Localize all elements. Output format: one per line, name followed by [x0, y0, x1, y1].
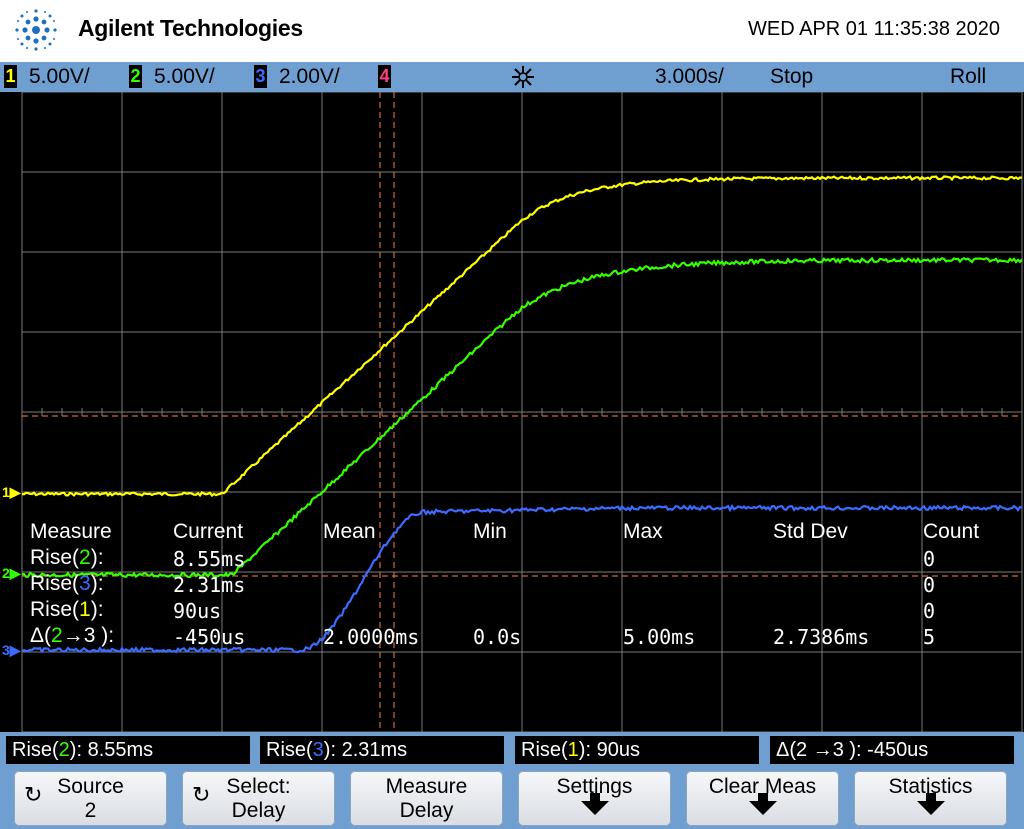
select-softkey[interactable]: ↻ Select: Delay — [182, 771, 335, 826]
measure-delay-softkey[interactable]: Measure Delay — [350, 771, 503, 826]
timebase-value: 3.000s/ — [655, 65, 724, 88]
readout-rise-ch2[interactable]: Rise(2): 8.55ms — [6, 736, 250, 764]
meas-cell-min: 0.0s — [473, 625, 522, 649]
ch3-scale: 2.00V/ — [279, 65, 340, 88]
meas-cell-max: 5.00ms — [623, 625, 696, 649]
spark-icon — [512, 66, 534, 88]
meas-cell-current: 8.55ms — [173, 547, 246, 571]
meas-row-name: Δ(2→3 ): — [30, 624, 115, 647]
clear-meas-softkey[interactable]: Clear Meas — [686, 771, 839, 826]
readout-delay-ch2-ch3[interactable]: Δ(2 →3 ): -450us — [770, 736, 1014, 764]
ch2-scale: 5.00V/ — [154, 65, 215, 88]
agilent-spark-logo-icon — [15, 9, 57, 51]
meas-cell-mean: 2.0000ms — [323, 625, 420, 649]
meas-cell-count: 5 — [923, 625, 936, 649]
meas-header-current: Current — [173, 520, 244, 543]
ch1-ground-marker[interactable]: 1▶ — [2, 484, 21, 500]
measurement-readouts: Rise(2): 8.55ms Rise(3): 2.31ms Rise(1):… — [0, 732, 1024, 766]
ch1-trace — [21, 175, 1023, 498]
meas-cell-current: 90us — [173, 599, 222, 623]
waveform-canvas — [21, 92, 1023, 732]
meas-header-count: Count — [923, 520, 980, 543]
ch2-trace — [21, 256, 1023, 579]
ch2-badge: 2 — [129, 65, 142, 88]
ch4-status[interactable]: 4 — [378, 65, 403, 89]
meas-header-std-dev: Std Dev — [773, 520, 848, 543]
meas-cell-count: 0 — [923, 547, 936, 571]
ch4-badge: 4 — [378, 65, 391, 88]
meas-cell-count: 0 — [923, 573, 936, 597]
submenu-arrow-icon — [748, 793, 777, 815]
timebase-scale[interactable]: 3.000s/ — [655, 65, 724, 89]
date-time: WED APR 01 11:35:38 2020 — [747, 18, 1000, 40]
source-softkey[interactable]: ↻ Source 2 — [14, 771, 167, 826]
readout-rise-ch3[interactable]: Rise(3): 2.31ms — [260, 736, 504, 764]
meas-cell-current: -450us — [173, 625, 246, 649]
rotate-knob-icon: ↻ — [24, 782, 43, 807]
ch3-ground-marker[interactable]: 3▶ — [2, 642, 21, 658]
ch3-badge: 3 — [254, 65, 267, 88]
ch2-ground-marker[interactable]: 2▶ — [2, 565, 21, 581]
select-knob-icon: ↻ — [192, 782, 211, 807]
waveform-display: Measure Current Mean Min Max Std Dev Count Ris… — [0, 92, 1024, 732]
trigger-icon[interactable] — [510, 64, 536, 96]
ch1-scale: 5.00V/ — [29, 65, 90, 88]
meas-cell-count: 0 — [923, 599, 936, 623]
settings-softkey[interactable]: Settings — [518, 771, 671, 826]
brand-name: Agilent Technologies — [78, 15, 303, 41]
readout-rise-ch1[interactable]: Rise(1): 90us — [515, 736, 759, 764]
submenu-arrow-icon — [916, 793, 945, 815]
meas-row-name: Rise(1): — [30, 598, 104, 621]
meas-cell-std: 2.7386ms — [773, 625, 870, 649]
ch1-status[interactable]: 1 5.00V/ — [4, 65, 90, 89]
softkey-bar: ↻ Source 2 ↻ Select: Delay Measure Delay… — [0, 766, 1024, 829]
header: Agilent Technologies WED APR 01 11:35:38… — [0, 0, 1024, 62]
run-state: Stop — [770, 65, 814, 88]
measurement-statistics-table: Measure Current Mean Min Max Std Dev Count Ris… — [0, 520, 1024, 660]
ch2-status[interactable]: 2 5.00V/ — [129, 65, 215, 89]
meas-cell-current: 2.31ms — [173, 573, 246, 597]
meas-header-min: Min — [473, 520, 507, 543]
acquisition-mode: Roll — [950, 65, 987, 88]
meas-header-measure: Measure — [30, 520, 112, 543]
submenu-arrow-icon — [580, 793, 609, 815]
ch3-status[interactable]: 3 2.00V/ — [254, 65, 340, 89]
ch3-trace — [21, 503, 1023, 654]
channel-status-bar: 1 5.00V/ 2 5.00V/ 3 2.00V/ 4 3.000s/ Stop R… — [0, 62, 1024, 92]
meas-row-name: Rise(3): — [30, 572, 104, 595]
meas-header-max: Max — [623, 520, 663, 543]
ch1-badge: 1 — [4, 65, 17, 88]
meas-row-name: Rise(2): — [30, 546, 104, 569]
statistics-softkey[interactable]: Statistics — [854, 771, 1007, 826]
meas-header-mean: Mean — [323, 520, 376, 543]
